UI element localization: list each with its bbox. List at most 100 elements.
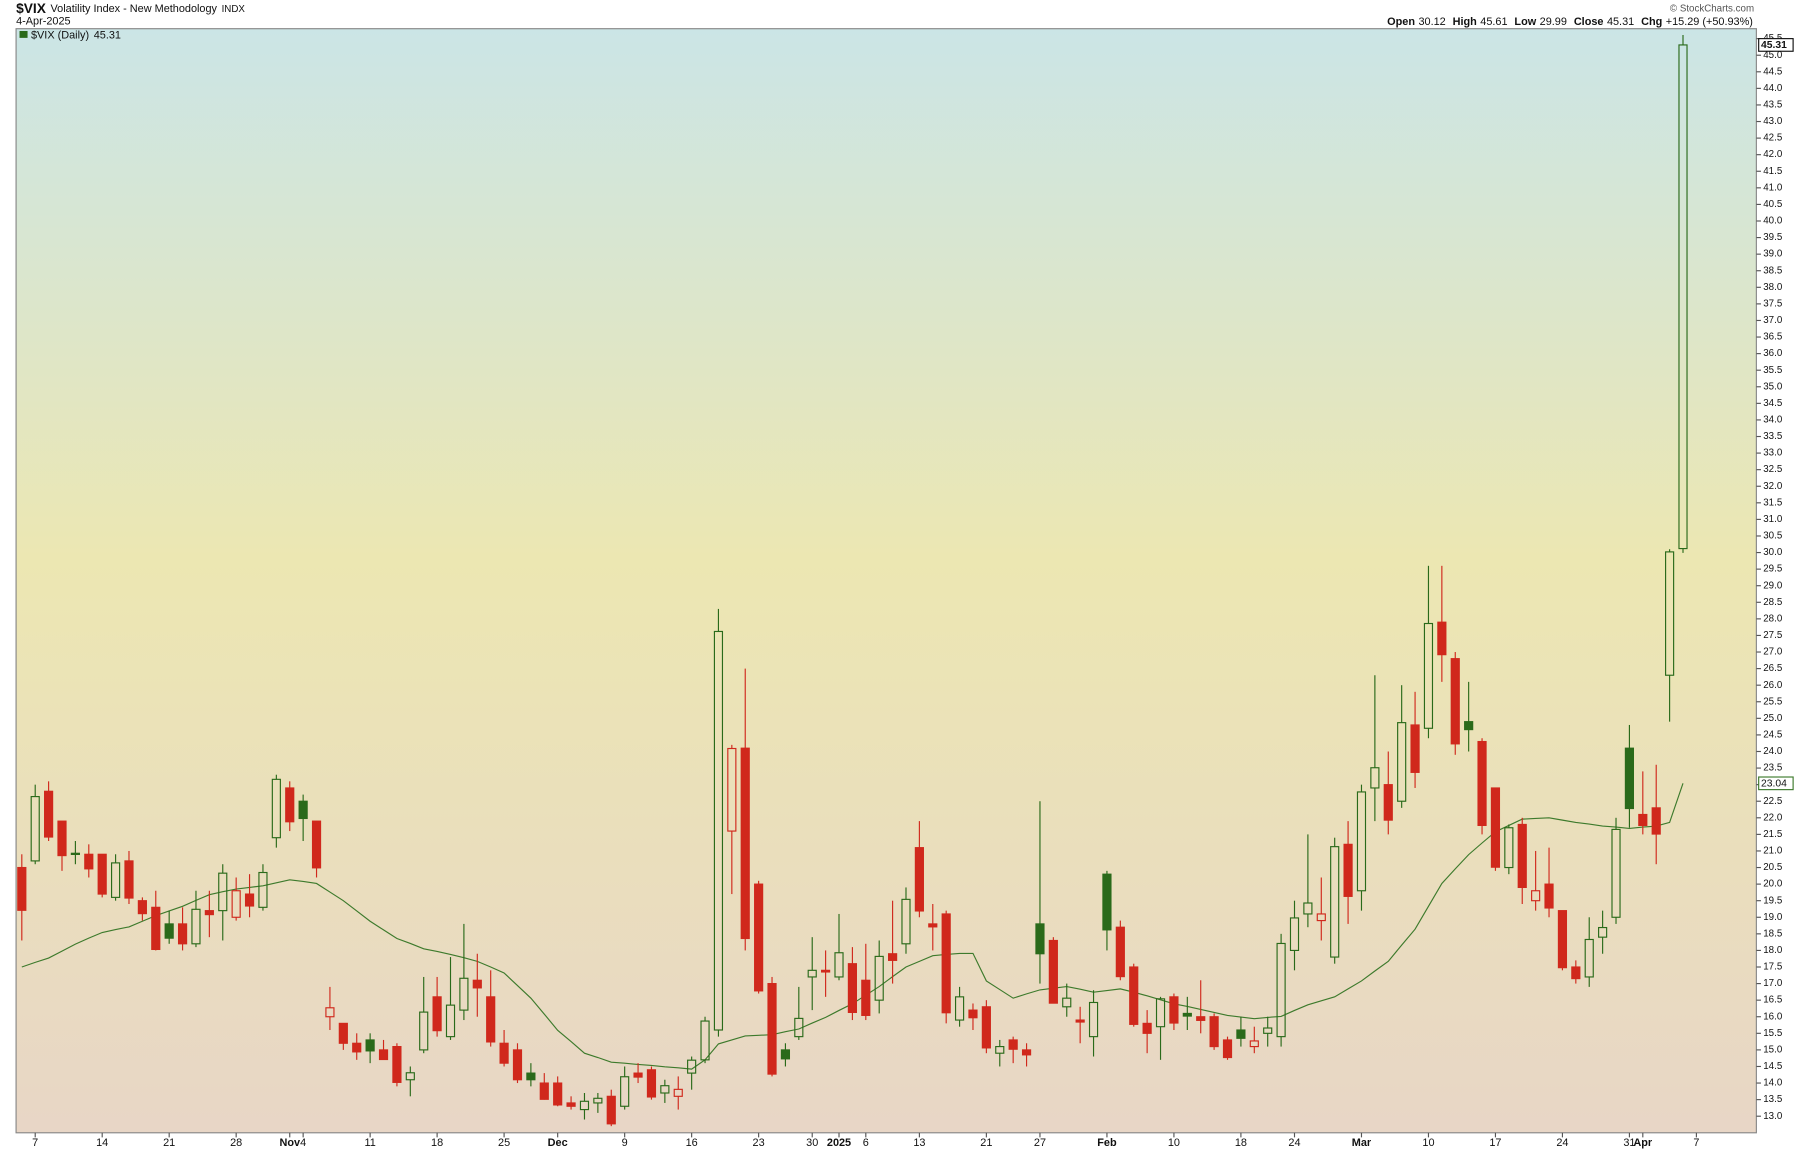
- y-tick-label: 39.5: [1763, 232, 1783, 243]
- candle-body: [1155, 998, 1166, 1028]
- stat-label: High: [1453, 16, 1477, 28]
- stat-value: 45.61: [1480, 16, 1507, 28]
- candle-body: [1276, 942, 1286, 1038]
- candle-body: [1356, 791, 1367, 892]
- candle-body: [311, 820, 322, 869]
- y-tick-label: 14.0: [1763, 1078, 1783, 1089]
- candle-body: [646, 1069, 657, 1098]
- y-tick-label: 38.5: [1763, 265, 1783, 276]
- y-tick-label: 24.0: [1763, 746, 1783, 757]
- candle-body: [271, 778, 281, 839]
- x-tick-label: 23: [753, 1137, 765, 1149]
- candle-body: [1624, 747, 1635, 810]
- candle-body: [84, 853, 94, 870]
- y-tick-label: 15.0: [1763, 1044, 1783, 1055]
- y-tick-label: 14.5: [1763, 1061, 1783, 1072]
- candle-body: [579, 1100, 590, 1111]
- candle-body: [244, 893, 255, 907]
- x-tick-label: 28: [230, 1137, 242, 1149]
- y-tick-label: 17.0: [1763, 978, 1783, 989]
- y-tick-label: 37.0: [1763, 315, 1783, 326]
- candle-body: [1343, 843, 1353, 897]
- last-value-label: 23.04: [1761, 779, 1787, 790]
- candle-body: [1222, 1039, 1233, 1059]
- y-tick-label: 39.0: [1763, 249, 1783, 260]
- x-tick-label: 21: [980, 1137, 992, 1149]
- y-tick-label: 29.0: [1763, 580, 1783, 591]
- stat-value: 45.31: [1607, 16, 1634, 28]
- candle-body: [1209, 1016, 1219, 1048]
- x-tick-label: 6: [863, 1137, 869, 1149]
- subtitle: Volatility Index - New Methodology: [51, 3, 218, 15]
- stat-label: Chg: [1641, 16, 1662, 28]
- y-tick-label: 19.5: [1763, 895, 1783, 906]
- stat-value: +15.29 (+50.93%): [1666, 16, 1753, 28]
- exchange: INDX: [222, 4, 246, 15]
- candle-body: [1490, 787, 1501, 868]
- candle-body: [606, 1095, 616, 1125]
- y-tick-label: 18.5: [1763, 928, 1783, 939]
- x-tick-label: Feb: [1097, 1137, 1117, 1149]
- y-tick-label: 13.5: [1763, 1094, 1783, 1105]
- candle-body: [1678, 44, 1688, 550]
- candle-body: [794, 1017, 804, 1038]
- y-tick-label: 41.5: [1763, 166, 1783, 177]
- candle-body: [888, 953, 898, 961]
- candle-body: [995, 1046, 1005, 1054]
- candle-body: [1115, 926, 1125, 978]
- candle-body: [204, 910, 214, 916]
- plot-area: [15, 28, 1757, 1134]
- y-tick-label: 25.0: [1763, 713, 1783, 724]
- stat-label: Close: [1574, 16, 1604, 28]
- candle-body: [821, 969, 831, 973]
- candle-body: [1598, 926, 1608, 938]
- candle-body: [432, 996, 442, 1032]
- y-tick-label: 30.5: [1763, 531, 1783, 542]
- y-tick-label: 37.5: [1763, 298, 1783, 309]
- y-tick-label: 27.5: [1763, 630, 1783, 641]
- candle-body: [1517, 823, 1527, 889]
- x-tick-label: 24: [1556, 1137, 1568, 1149]
- candle-body: [968, 1009, 978, 1019]
- candle-body: [1397, 722, 1407, 802]
- candle-body: [593, 1097, 603, 1104]
- y-tick-label: 26.5: [1763, 663, 1783, 674]
- x-tick-label: 17: [1489, 1137, 1501, 1149]
- y-tick-label: 43.5: [1763, 100, 1783, 111]
- candle-body: [1263, 1027, 1273, 1034]
- candle-body: [1437, 621, 1447, 656]
- y-tick-label: 32.0: [1763, 481, 1783, 492]
- candle-body: [1008, 1039, 1018, 1050]
- candle-body: [1665, 551, 1675, 676]
- candle-body: [30, 796, 40, 862]
- candle-body: [1531, 890, 1541, 902]
- candle-body: [70, 852, 80, 856]
- candle-body: [1142, 1022, 1152, 1034]
- x-tick-label: Apr: [1633, 1137, 1653, 1149]
- date: 4-Apr-2025: [16, 16, 71, 28]
- candle-body: [847, 963, 857, 1014]
- y-tick-label: 22.0: [1763, 812, 1783, 823]
- stat-value: 29.99: [1540, 16, 1567, 28]
- x-tick-label: 11: [364, 1137, 375, 1149]
- y-tick-label: 35.0: [1763, 381, 1783, 392]
- x-tick-label: 4: [300, 1137, 306, 1149]
- candle-body: [566, 1102, 576, 1107]
- x-tick-label: 10: [1422, 1137, 1434, 1149]
- candle-body: [740, 747, 750, 940]
- y-tick-label: 19.0: [1763, 912, 1783, 923]
- candle-body: [1129, 966, 1139, 1025]
- y-tick-label: 18.0: [1763, 945, 1783, 956]
- stat-label: Low: [1514, 16, 1536, 28]
- candle-body: [459, 977, 469, 1011]
- candle-body: [1383, 784, 1393, 821]
- x-tick-label: 9: [622, 1137, 628, 1149]
- x-tick-label: 21: [163, 1137, 175, 1149]
- legend: $VIX (Daily) 45.31: [31, 29, 121, 41]
- candle-body: [17, 866, 27, 911]
- candle-body: [1651, 807, 1661, 835]
- x-tick-label: Dec: [548, 1137, 568, 1149]
- candle-body: [780, 1049, 791, 1060]
- candle-body: [526, 1072, 536, 1081]
